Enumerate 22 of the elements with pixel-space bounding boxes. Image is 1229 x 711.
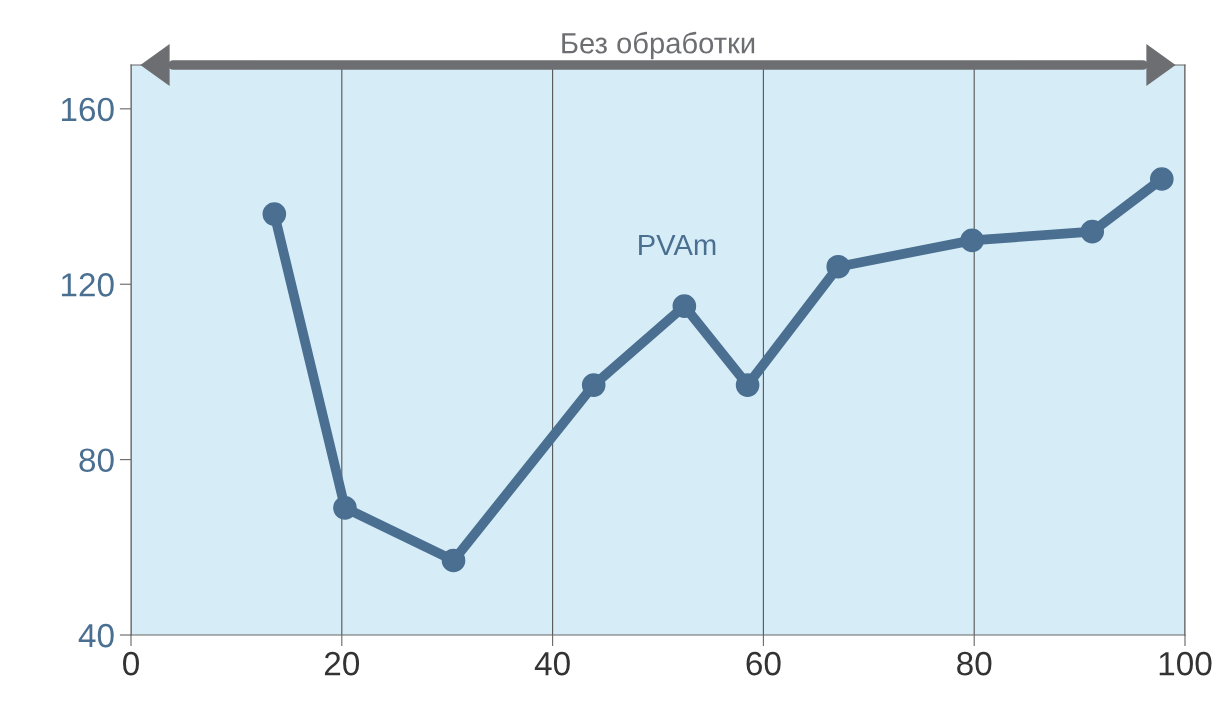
x-tick-label: 80 (957, 651, 992, 676)
y-tick-label: 80 (79, 448, 114, 473)
y-tick-label: 40 (78, 623, 114, 648)
series-label: PVAm (639, 234, 716, 255)
point (333, 496, 357, 520)
point (826, 254, 851, 279)
x-tick-label: 100 (1159, 651, 1212, 676)
point (1080, 219, 1105, 244)
x-tick-label: 20 (324, 651, 360, 676)
point (262, 202, 287, 226)
x-tick-label: 60 (746, 651, 781, 676)
point (581, 373, 606, 397)
point (672, 294, 697, 318)
y-tick-label: 120 (61, 273, 114, 297)
point (441, 548, 466, 573)
point (1150, 167, 1174, 191)
y-tick-label: 160 (61, 97, 114, 122)
point (960, 228, 984, 253)
point (735, 373, 760, 397)
x-tick-label: 40 (534, 651, 570, 676)
x-tick-label: 0 (123, 651, 139, 676)
text: Без обработки (562, 31, 755, 60)
